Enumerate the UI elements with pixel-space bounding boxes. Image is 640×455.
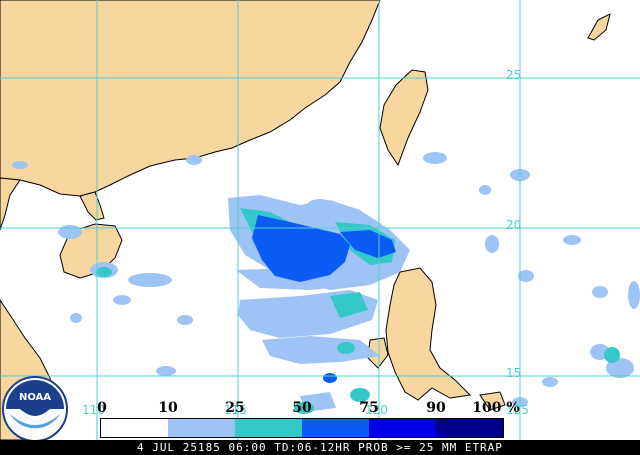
legend-tick-25: 25	[225, 400, 245, 416]
footer-caption: 4 JUL 25185 06:00 TD:06-12HR PROB >= 25 …	[0, 440, 640, 455]
land-visayas	[479, 391, 506, 411]
legend-swatch-90	[436, 419, 503, 437]
land-china	[0, 0, 381, 197]
lon-label-125: 125	[506, 403, 529, 417]
land-leizhou	[79, 191, 105, 221]
lon-label-115: 115	[224, 403, 247, 417]
legend-tick-100: 100 %	[472, 400, 520, 416]
legend-swatch-10	[168, 419, 235, 437]
legend-colorbar	[100, 418, 504, 438]
land-japan-fragment	[587, 13, 611, 41]
land-luzon	[385, 267, 472, 401]
legend-tick-90: 90	[426, 400, 446, 416]
lat-label-20: 20	[506, 218, 522, 232]
prob-50-75	[252, 215, 396, 383]
land-taiwan	[379, 69, 429, 167]
lat-label-25: 25	[506, 68, 522, 82]
legend-swatch-0	[101, 419, 168, 437]
noaa-logo-icon: NOAA	[2, 376, 68, 442]
lon-label-120: 120	[365, 403, 388, 417]
legend-tick-75: 75	[359, 400, 379, 416]
land-vietnam	[0, 177, 21, 231]
legend-swatch-25	[235, 419, 302, 437]
lat-lon-grid	[0, 0, 640, 440]
legend-tick-50: 50	[292, 400, 312, 416]
probability-map	[0, 0, 640, 440]
lat-label-15: 15	[506, 366, 522, 380]
legend-swatch-50	[302, 419, 369, 437]
lon-label-110: 110	[82, 403, 105, 417]
legend-swatch-75	[369, 419, 436, 437]
legend-tick-0: 0	[97, 400, 107, 416]
logo-text: NOAA	[19, 392, 51, 403]
legend-tick-10: 10	[158, 400, 178, 416]
